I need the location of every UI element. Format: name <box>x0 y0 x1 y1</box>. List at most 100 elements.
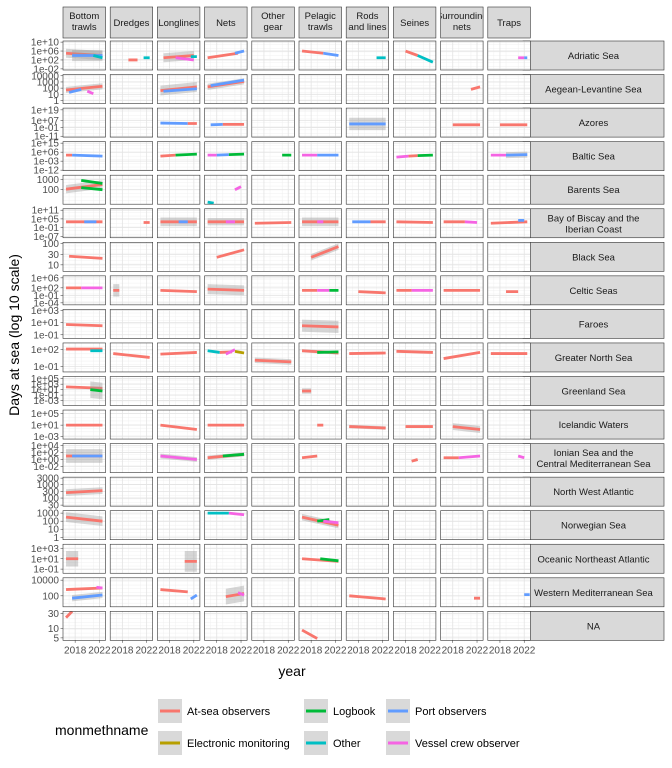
y-tick-label: 1e-11 <box>34 132 59 143</box>
panel-border <box>393 611 437 641</box>
panel-barents-sea-dredges <box>109 174 153 205</box>
panel-border <box>345 476 390 507</box>
panel-border <box>487 242 531 272</box>
panel-data <box>65 323 103 328</box>
row-strip-label-line: Western Mediterranean Sea <box>534 588 653 599</box>
panel-border <box>345 309 390 339</box>
panel-border <box>440 74 484 104</box>
panel-norwegian-sea-traps <box>487 510 531 541</box>
panel-data <box>358 290 386 295</box>
series-line-at-sea-observers <box>470 85 481 91</box>
strip-label-line: Traps <box>497 18 521 29</box>
series-line-vessel-crew-observer <box>464 220 478 224</box>
panel-border <box>298 40 342 71</box>
series-line-logbook <box>417 153 433 158</box>
row-strip-label-line: Black Sea <box>572 252 615 263</box>
series-line-at-sea-observers <box>65 385 103 390</box>
panel-greater-north-sea-other-gear <box>251 342 295 373</box>
panel-border <box>487 74 531 104</box>
panel-na-other-gear <box>251 611 295 641</box>
row-strip-label-line: Norwegian Sea <box>561 521 627 532</box>
panel-border <box>157 107 201 138</box>
row-strip-label: Greater North Sea <box>555 353 633 364</box>
row-strip-background <box>522 409 665 440</box>
y-tick-label: 1e+02 <box>31 448 60 459</box>
panel-border <box>345 376 390 406</box>
panel-border <box>204 309 248 339</box>
row-strip-greater-north-sea: Greater North Sea <box>522 342 665 373</box>
panel-border <box>251 543 295 574</box>
panel-greater-north-sea-bottom-trawls <box>62 342 106 373</box>
row-strip-aegean-levantine-sea: Aegean-Levantine Sea <box>522 74 665 104</box>
panel-celtic-seas-dredges <box>109 275 153 306</box>
panel-border <box>251 74 295 104</box>
panel-greenland-sea-longlines <box>157 376 201 406</box>
panel-bay-of-biscay-and-the-iberian-coast-rods-and-lines <box>345 208 390 239</box>
panel-ionian-sea-and-the-central-mediterranean-sea-pelagic-trawls <box>298 443 342 473</box>
series-line-logbook <box>222 452 245 458</box>
row-strip-label-line: Barents Sea <box>567 185 620 196</box>
panel-border <box>157 141 201 171</box>
panel-border <box>62 543 106 574</box>
row-strip-adriatic-sea: Adriatic Sea <box>522 40 665 71</box>
panel-border <box>251 611 295 641</box>
panel-barents-sea-traps <box>487 174 531 205</box>
panel-border <box>109 208 153 239</box>
series-line-logbook <box>317 350 339 354</box>
panel-border <box>345 510 390 541</box>
strip-label: Seines <box>400 18 429 29</box>
panel-ionian-sea-and-the-central-mediterranean-sea-traps <box>487 443 531 473</box>
row-strip-label-line: North West Atlantic <box>553 487 634 498</box>
panel-border <box>345 611 390 641</box>
panel-na-traps <box>487 611 531 641</box>
panel-ionian-sea-and-the-central-mediterranean-sea-bottom-trawls <box>62 443 106 473</box>
strip-background <box>157 6 201 39</box>
legend-item-label: Other <box>333 738 361 750</box>
strip-label-line: Surrounding <box>436 11 488 22</box>
row-strip-barents-sea: Barents Sea <box>522 174 665 205</box>
panel-ionian-sea-and-the-central-mediterranean-sea-nets <box>204 443 248 473</box>
panel-border <box>440 577 484 608</box>
row-strip-background <box>522 174 665 205</box>
series-line-port-observers <box>72 153 103 158</box>
row-strip-bay-of-biscay-and-the-iberian-coast: Bay of Biscay and the Iberian Coast <box>522 208 665 239</box>
panel-celtic-seas-longlines <box>157 275 201 306</box>
panel-bay-of-biscay-and-the-iberian-coast-other-gear <box>251 208 295 239</box>
series-line-at-sea-observers <box>65 515 103 523</box>
y-tick-label: 1e-01 <box>33 362 59 373</box>
y-tick-label: 1e-01 <box>33 565 59 576</box>
panel-border <box>62 309 106 339</box>
panel-border <box>204 242 248 272</box>
panel-faroes-pelagic-trawls <box>298 309 342 339</box>
panel-border <box>109 174 153 205</box>
panel-faroes-seines <box>393 309 437 339</box>
panel-border <box>440 309 484 339</box>
panel-border <box>157 208 201 239</box>
series-line-at-sea-observers <box>408 154 418 158</box>
strip-background <box>109 6 153 39</box>
series-line-at-sea-observers <box>349 425 386 430</box>
panel-baltic-sea-seines <box>393 141 437 171</box>
panel-border <box>487 543 531 574</box>
panel-data <box>216 248 245 259</box>
strip-background <box>62 6 106 39</box>
y-tick-label: 1e-03 <box>33 432 59 443</box>
x-tick-label: 2022 <box>513 645 536 656</box>
panel-border <box>157 74 201 104</box>
y-tick-label: 1e+01 <box>31 421 60 432</box>
panel-border <box>251 242 295 272</box>
series-line-logbook <box>317 518 330 523</box>
row-strip-azores: Azores <box>522 107 665 138</box>
strip-label: Rods and lines <box>348 11 386 33</box>
panel-black-sea-dredges <box>109 242 153 272</box>
series-line-at-sea-observers <box>396 220 433 224</box>
y-tick-label: 300 <box>42 487 59 498</box>
panel-border <box>298 309 342 339</box>
series-line-port-observers <box>68 88 82 94</box>
panel-border <box>62 141 106 171</box>
x-tick-label: 2018 <box>206 645 229 656</box>
panel-border <box>109 543 153 574</box>
series-line-at-sea-observers <box>490 220 528 225</box>
panel-border <box>298 208 342 239</box>
panel-barents-sea-nets <box>204 174 248 205</box>
